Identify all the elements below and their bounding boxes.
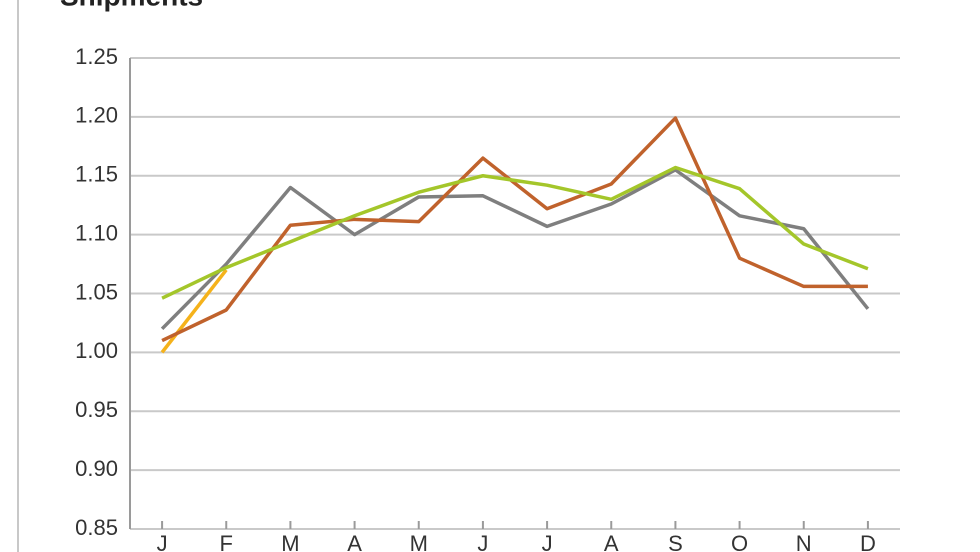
x-tick-label: F <box>220 531 233 552</box>
x-tick-label: J <box>542 531 553 552</box>
y-tick-label: 1.10 <box>75 220 118 245</box>
series-line <box>161 165 869 300</box>
chart-title: Shipments <box>60 0 203 11</box>
x-tick-label: M <box>281 531 299 552</box>
x-tick-label: O <box>731 531 748 552</box>
x-tick-label: N <box>796 531 812 552</box>
x-tick-label: D <box>860 531 876 552</box>
y-tick-label: 1.00 <box>75 338 118 363</box>
x-tick-label: A <box>347 531 362 552</box>
y-tick-label: 0.85 <box>75 515 118 540</box>
x-tick-label: S <box>668 531 683 552</box>
series-line <box>160 268 228 354</box>
x-tick-label: M <box>410 531 428 552</box>
series-line <box>161 116 868 343</box>
y-tick-label: 0.90 <box>75 456 118 481</box>
y-tick-label: 1.05 <box>75 279 118 304</box>
x-tick-label: J <box>477 531 488 552</box>
y-tick-label: 1.25 <box>75 44 118 69</box>
x-tick-label: A <box>604 531 619 552</box>
y-tick-label: 1.15 <box>75 162 118 187</box>
y-tick-label: 0.95 <box>75 397 118 422</box>
series-line <box>160 168 870 331</box>
y-tick-label: 1.20 <box>75 103 118 128</box>
x-tick-label: J <box>157 531 168 552</box>
